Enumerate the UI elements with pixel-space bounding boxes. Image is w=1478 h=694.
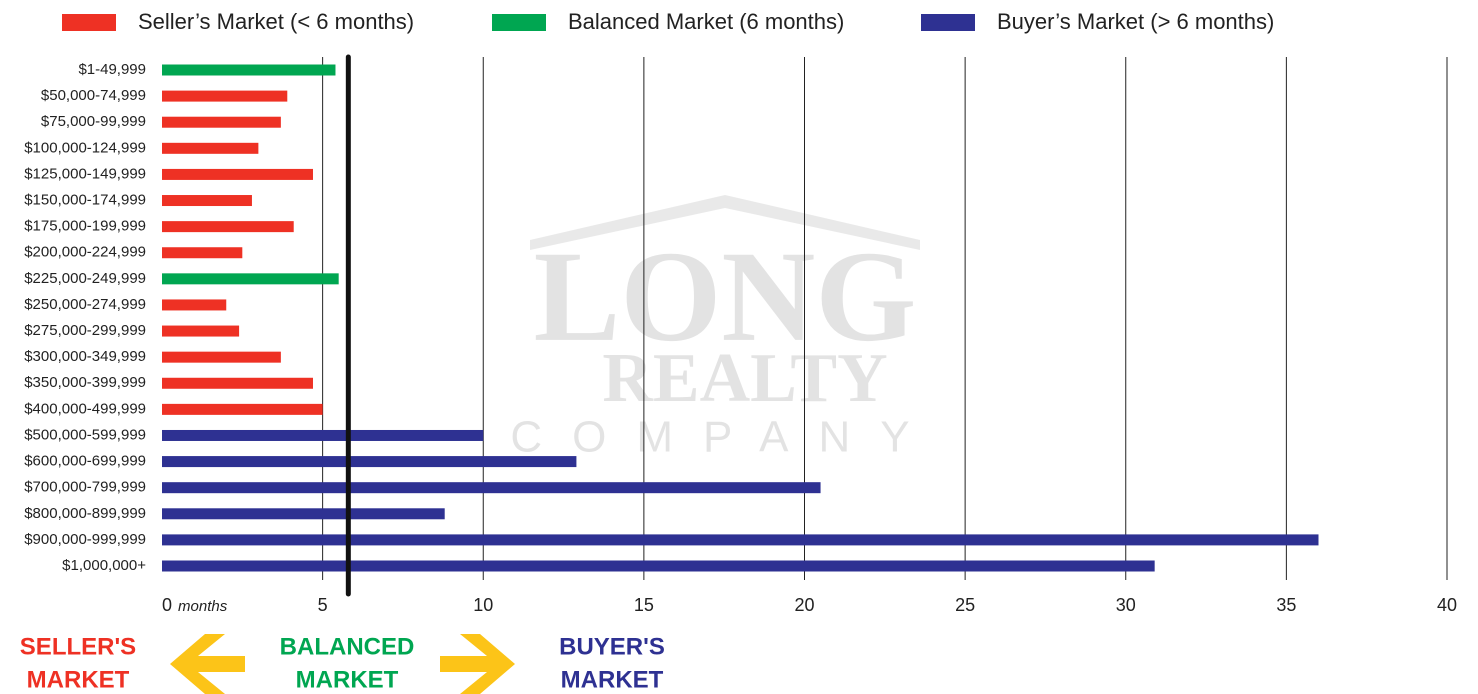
watermark-text: COMPANY [510, 413, 939, 462]
watermark-text: REALTY [602, 340, 887, 417]
y-tick-label: $400,000-499,999 [24, 400, 146, 417]
x-tick-label: 35 [1276, 595, 1296, 615]
y-tick-label: $50,000-74,999 [41, 87, 146, 104]
legend-swatch [921, 14, 975, 31]
legend-swatch [492, 14, 546, 31]
annotation: BUYER'S [559, 633, 665, 660]
annotation: MARKET [561, 666, 664, 693]
x-tick-label: 40 [1437, 595, 1457, 615]
x-tick-label: 0 [162, 595, 172, 615]
x-tick-label: 30 [1116, 595, 1136, 615]
y-tick-label: $900,000-999,999 [24, 531, 146, 548]
bar [162, 195, 252, 207]
y-tick-label: $125,000-149,999 [24, 165, 146, 182]
y-tick-label: $500,000-599,999 [24, 426, 146, 443]
bar [162, 142, 259, 154]
bar [162, 168, 313, 180]
bar [162, 64, 336, 76]
bar [162, 508, 445, 520]
x-tick-label: 25 [955, 595, 975, 615]
annotation: BALANCED [280, 633, 415, 660]
bar [162, 377, 313, 389]
x-tick-label: 10 [473, 595, 493, 615]
y-tick-label: $350,000-399,999 [24, 374, 146, 391]
bar [162, 560, 1155, 572]
legend-label: Buyer’s Market (> 6 months) [997, 9, 1274, 34]
y-tick-label: $1,000,000+ [62, 557, 146, 574]
watermark-roof [530, 195, 920, 250]
bar [162, 273, 339, 285]
y-tick-label: $1-49,999 [78, 61, 146, 78]
bar [162, 534, 1319, 546]
x-tick-label: 20 [794, 595, 814, 615]
bar [162, 403, 323, 415]
watermark-text: LONG [534, 225, 917, 369]
x-tick-label: 15 [634, 595, 654, 615]
y-tick-label: $225,000-249,999 [24, 270, 146, 287]
watermark: LONG REALTY COMPANY [510, 195, 939, 462]
y-tick-label: $100,000-124,999 [24, 139, 146, 156]
y-tick-label: $75,000-99,999 [41, 113, 146, 130]
y-tick-label: $275,000-299,999 [24, 322, 146, 339]
legend-swatch [62, 14, 116, 31]
bar [162, 116, 281, 128]
bar [162, 299, 227, 311]
legend-label: Balanced Market (6 months) [568, 9, 844, 34]
y-tick-label: $300,000-349,999 [24, 348, 146, 365]
bar [162, 351, 281, 363]
y-tick-label: $200,000-224,999 [24, 244, 146, 261]
annotation: MARKET [296, 666, 399, 693]
bar [162, 221, 294, 233]
bar [162, 429, 484, 441]
x-unit: months [178, 598, 228, 615]
bar [162, 456, 577, 468]
y-tick-label: $600,000-699,999 [24, 453, 146, 470]
bar [162, 482, 821, 494]
legend-label: Seller’s Market (< 6 months) [138, 9, 414, 34]
y-tick-label: $700,000-799,999 [24, 479, 146, 496]
x-tick-label: 5 [318, 595, 328, 615]
arrow-left [170, 634, 245, 694]
bar [162, 325, 240, 337]
annotation: SELLER'S [20, 633, 136, 660]
y-tick-label: $175,000-199,999 [24, 218, 146, 235]
y-tick-label: $150,000-174,999 [24, 191, 146, 208]
y-tick-label: $800,000-899,999 [24, 505, 146, 522]
y-tick-label: $250,000-274,999 [24, 296, 146, 313]
bar [162, 247, 243, 259]
arrow-right [440, 634, 515, 694]
annotation: MARKET [27, 666, 130, 693]
bar [162, 90, 288, 102]
